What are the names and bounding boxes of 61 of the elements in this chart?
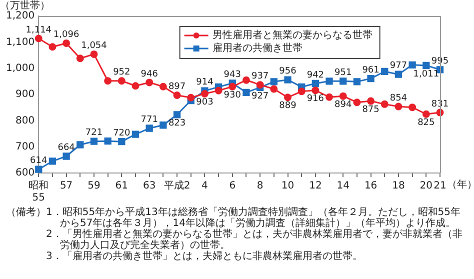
data-label: 952 <box>113 68 130 78</box>
x-tick-label: 20 <box>420 180 433 192</box>
data-label: 956 <box>279 66 297 77</box>
x-tick-label: 4 <box>202 180 208 192</box>
data-label: 720 <box>113 128 131 138</box>
y-tick-label: 1,200 <box>6 10 35 22</box>
x-tick-label: 61 <box>115 180 128 192</box>
data-label: 951 <box>334 68 352 78</box>
x-tick-label: 21 <box>434 180 446 192</box>
x-tick-label: 16 <box>364 180 378 192</box>
text: 2．「男性雇用者と無業の妻からなる世帯」とは，夫が非農林業雇用者で，妻が非就業者（非労働力人口及び完全失業者）の世帯。 <box>46 229 464 251</box>
data-label: 914 <box>196 78 214 88</box>
data-label: 916 <box>306 94 324 104</box>
x-tick-label: 59 <box>88 180 100 192</box>
x-tick-label: 12 <box>309 180 322 192</box>
data-label: 942 <box>306 70 324 80</box>
data-label: 977 <box>390 61 408 72</box>
x-tick-label: 8 <box>256 180 264 192</box>
data-label: 823 <box>168 118 186 128</box>
x-tick-label: 10 <box>281 180 294 192</box>
data-label: 854 <box>390 93 408 104</box>
y-tick-label: 900 <box>16 89 35 100</box>
y-tick-label: 800 <box>16 115 35 126</box>
data-label: 946 <box>140 69 158 80</box>
legend-label: 男性雇用者と無業の妻からなる世帯 <box>212 29 372 42</box>
data-label: 903 <box>196 98 214 108</box>
data-label: 664 <box>58 143 76 154</box>
x-axis-title: （年） <box>447 178 474 191</box>
y-tick-label: 1,100 <box>6 36 35 48</box>
text: （備考） <box>6 207 46 220</box>
x-tick-label: 18 <box>392 180 405 192</box>
data-label: 1,096 <box>53 30 80 40</box>
data-label: 875 <box>362 104 380 115</box>
data-label: 1,011 <box>413 69 440 80</box>
data-label: 897 <box>168 82 186 92</box>
data-label: 771 <box>140 115 158 126</box>
y-tick-label: 700 <box>16 141 35 152</box>
data-label: 825 <box>418 118 435 128</box>
data-label: 614 <box>30 156 48 166</box>
x-tick-label: 平成2 <box>164 180 190 192</box>
x-tick-label: 63 <box>142 180 156 192</box>
x-tick-label: 57 <box>60 180 73 192</box>
x-tick-label: 6 <box>229 180 236 192</box>
legend-label: 雇用者の共働き世帯 <box>212 42 302 54</box>
y-tick-label: 1,000 <box>6 62 35 74</box>
data-label: 889 <box>279 101 297 112</box>
y-axis-title: （万世帯） <box>0 0 50 12</box>
data-label: 943 <box>224 70 241 80</box>
data-label: 927 <box>251 91 269 102</box>
text: 1．昭和55年から平成13年は総務省「労働力調査特別調査」（各年２月。ただし，昭和55年から57年は各年３月），14年以降は「労働力調査（詳細集計）」（年平均）より作成。 <box>46 207 461 229</box>
data-label: 937 <box>251 72 269 82</box>
x-tick-label: 昭和 55 <box>28 180 49 204</box>
data-label: 930 <box>224 90 242 100</box>
data-label: 721 <box>85 128 103 138</box>
data-label: 1,114 <box>26 25 52 36</box>
x-tick-label: 14 <box>336 180 350 192</box>
data-label: 961 <box>362 65 380 76</box>
text: 3．「雇用者の共働き世帯」とは，夫婦ともに非農林業雇用者の世帯。 <box>46 251 364 262</box>
data-label: 894 <box>334 100 352 110</box>
y-tick-label: 600 <box>16 168 35 179</box>
data-label: 1,054 <box>81 41 108 52</box>
